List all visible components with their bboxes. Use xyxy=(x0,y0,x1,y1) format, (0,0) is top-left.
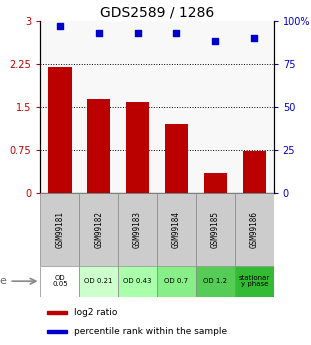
Bar xyxy=(40,266,79,297)
Bar xyxy=(196,193,235,266)
Bar xyxy=(79,193,118,266)
Bar xyxy=(235,193,274,266)
Text: GSM99181: GSM99181 xyxy=(55,211,64,248)
Bar xyxy=(47,330,67,333)
Bar xyxy=(118,193,157,266)
Text: log2 ratio: log2 ratio xyxy=(74,308,117,317)
Text: age: age xyxy=(0,276,7,286)
Bar xyxy=(118,266,157,297)
Bar xyxy=(40,193,79,266)
Bar xyxy=(48,67,72,193)
Bar xyxy=(157,266,196,297)
Bar xyxy=(196,266,235,297)
Text: GSM99182: GSM99182 xyxy=(94,211,103,248)
Title: GDS2589 / 1286: GDS2589 / 1286 xyxy=(100,6,214,20)
Bar xyxy=(126,102,149,193)
Bar xyxy=(47,311,67,314)
Text: stationar
y phase: stationar y phase xyxy=(239,275,270,287)
Text: OD
0.05: OD 0.05 xyxy=(52,275,68,287)
Point xyxy=(57,23,62,29)
Point xyxy=(252,35,257,41)
Text: percentile rank within the sample: percentile rank within the sample xyxy=(74,327,227,336)
Bar xyxy=(235,266,274,297)
Point xyxy=(135,30,140,36)
Text: OD 0.43: OD 0.43 xyxy=(123,278,152,284)
Text: GSM99186: GSM99186 xyxy=(250,211,259,248)
Point xyxy=(96,30,101,36)
Text: GSM99185: GSM99185 xyxy=(211,211,220,248)
Text: OD 1.2: OD 1.2 xyxy=(203,278,227,284)
Point xyxy=(213,39,218,44)
Bar xyxy=(243,151,266,193)
Bar xyxy=(165,124,188,193)
Bar xyxy=(79,266,118,297)
Bar xyxy=(87,99,110,193)
Bar xyxy=(157,193,196,266)
Point xyxy=(174,30,179,36)
Bar xyxy=(204,173,227,193)
Text: GSM99183: GSM99183 xyxy=(133,211,142,248)
Text: OD 0.21: OD 0.21 xyxy=(85,278,113,284)
Text: OD 0.7: OD 0.7 xyxy=(165,278,188,284)
Text: GSM99184: GSM99184 xyxy=(172,211,181,248)
